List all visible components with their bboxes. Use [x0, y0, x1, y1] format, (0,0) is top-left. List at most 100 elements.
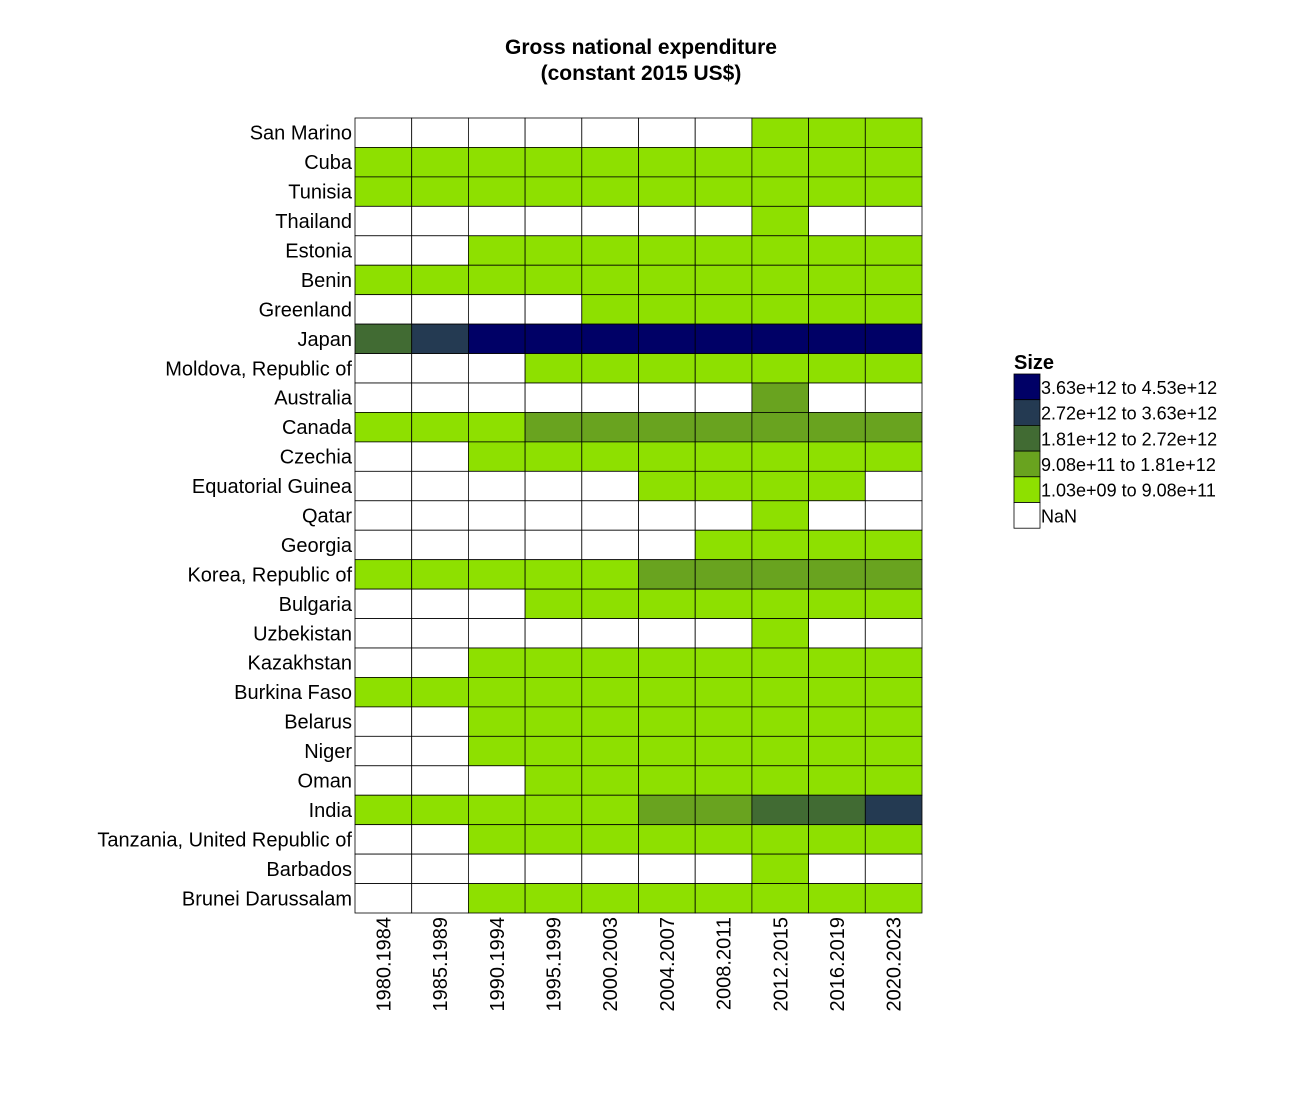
heatmap-cell: [467, 853, 526, 884]
heatmap-cell: [864, 147, 923, 178]
chart-title-line-1: Gross national expenditure: [505, 36, 777, 59]
heatmap-cell: [638, 235, 696, 266]
heatmap-cell: [467, 470, 526, 502]
heatmap-cell: [808, 264, 866, 296]
heatmap-cell: [411, 647, 469, 678]
heatmap-cell: [808, 529, 866, 561]
heatmap-cell: [467, 706, 526, 737]
heatmap-cell: [524, 853, 583, 884]
heatmap-cell: [808, 441, 866, 472]
heatmap-cell: [638, 147, 696, 178]
heatmap-cell: [751, 500, 810, 531]
heatmap-cell: [751, 264, 810, 296]
heatmap-cell: [411, 559, 469, 590]
heatmap-cell: [524, 147, 583, 178]
row-label: Niger: [304, 741, 352, 763]
heatmap-cell: [751, 588, 810, 619]
row-label: Barbados: [266, 859, 352, 881]
heatmap-cell: [864, 735, 923, 767]
heatmap-cell: [694, 853, 753, 884]
heatmap-cell: [467, 176, 526, 207]
heatmap-cell: [864, 853, 923, 884]
heatmap-cell: [467, 794, 526, 826]
heatmap-cell: [411, 883, 469, 914]
heatmap-cell: [524, 500, 583, 531]
row-label: India: [309, 800, 353, 822]
heatmap-cell: [808, 147, 866, 178]
heatmap-cell: [638, 735, 696, 767]
row-label: Korea, Republic of: [187, 564, 352, 586]
heatmap-cell: [864, 500, 923, 531]
heatmap-cell: [354, 264, 413, 296]
column-label: 2016.2019: [827, 917, 849, 1012]
heatmap-cell: [751, 853, 810, 884]
heatmap-cell: [864, 176, 923, 207]
heatmap-cell: [808, 176, 866, 207]
heatmap-cell: [808, 117, 866, 148]
heatmap-cell: [694, 470, 753, 502]
heatmap-cell: [694, 794, 753, 826]
heatmap-cell: [581, 647, 639, 678]
heatmap-cell: [638, 353, 696, 384]
heatmap-cell: [638, 117, 696, 148]
heatmap-cell: [581, 205, 639, 237]
heatmap-cell: [808, 205, 866, 237]
legend-swatch: [1013, 450, 1041, 478]
heatmap-cell: [638, 559, 696, 590]
heatmap-cell: [864, 647, 923, 678]
legend: Size 3.63e+12 to 4.53e+12 2.72e+12 to 3.63…: [1013, 352, 1217, 529]
heatmap-cell: [524, 677, 583, 708]
heatmap-cells: [354, 117, 923, 914]
heatmap-cell: [411, 824, 469, 855]
heatmap-cell: [354, 323, 413, 354]
heatmap-cell: [751, 235, 810, 266]
heatmap-cell: [581, 735, 639, 767]
heatmap-cell: [864, 883, 923, 914]
heatmap-cell: [524, 176, 583, 207]
heatmap-cell: [638, 441, 696, 472]
heatmap-cell: [638, 205, 696, 237]
heatmap-cell: [581, 500, 639, 531]
heatmap-cell: [864, 794, 923, 826]
heatmap-cell: [524, 294, 583, 325]
heatmap-cell: [411, 382, 469, 413]
heatmap-cell: [524, 824, 583, 855]
heatmap-cell: [864, 117, 923, 148]
heatmap-cell: [808, 647, 866, 678]
heatmap-cell: [864, 353, 923, 384]
heatmap-cell: [581, 677, 639, 708]
heatmap-cell: [467, 883, 526, 914]
heatmap-cell: [808, 559, 866, 590]
heatmap-cell: [524, 264, 583, 296]
heatmap-cell: [467, 235, 526, 266]
legend-label: 1.03e+09 to 9.08e+11: [1041, 481, 1216, 501]
heatmap-cell: [751, 353, 810, 384]
heatmap-cell: [524, 706, 583, 737]
heatmap-cell: [694, 824, 753, 855]
column-label: 2004.2007: [657, 917, 679, 1012]
heatmap-cell: [524, 559, 583, 590]
heatmap-cell: [581, 176, 639, 207]
heatmap-cell: [751, 824, 810, 855]
heatmap-cell: [467, 647, 526, 678]
row-label: Brunei Darussalam: [182, 888, 352, 910]
heatmap-cell: [638, 176, 696, 207]
heatmap-cell: [354, 117, 413, 148]
heatmap-cell: [524, 412, 583, 443]
heatmap-cell: [808, 470, 866, 502]
heatmap-cell: [808, 735, 866, 767]
heatmap-cell: [808, 677, 866, 708]
heatmap-cell: [694, 677, 753, 708]
heatmap-cell: [694, 735, 753, 767]
heatmap-cell: [467, 441, 526, 472]
heatmap-cell: [638, 588, 696, 619]
heatmap-cell: [581, 853, 639, 884]
heatmap-cell: [808, 294, 866, 325]
heatmap-cell: [864, 235, 923, 266]
heatmap-cell: [411, 176, 469, 207]
row-label: Equatorial Guinea: [192, 476, 353, 498]
heatmap-cell: [411, 323, 469, 354]
heatmap-cell: [864, 706, 923, 737]
heatmap-cell: [467, 824, 526, 855]
row-label: Canada: [282, 417, 353, 439]
